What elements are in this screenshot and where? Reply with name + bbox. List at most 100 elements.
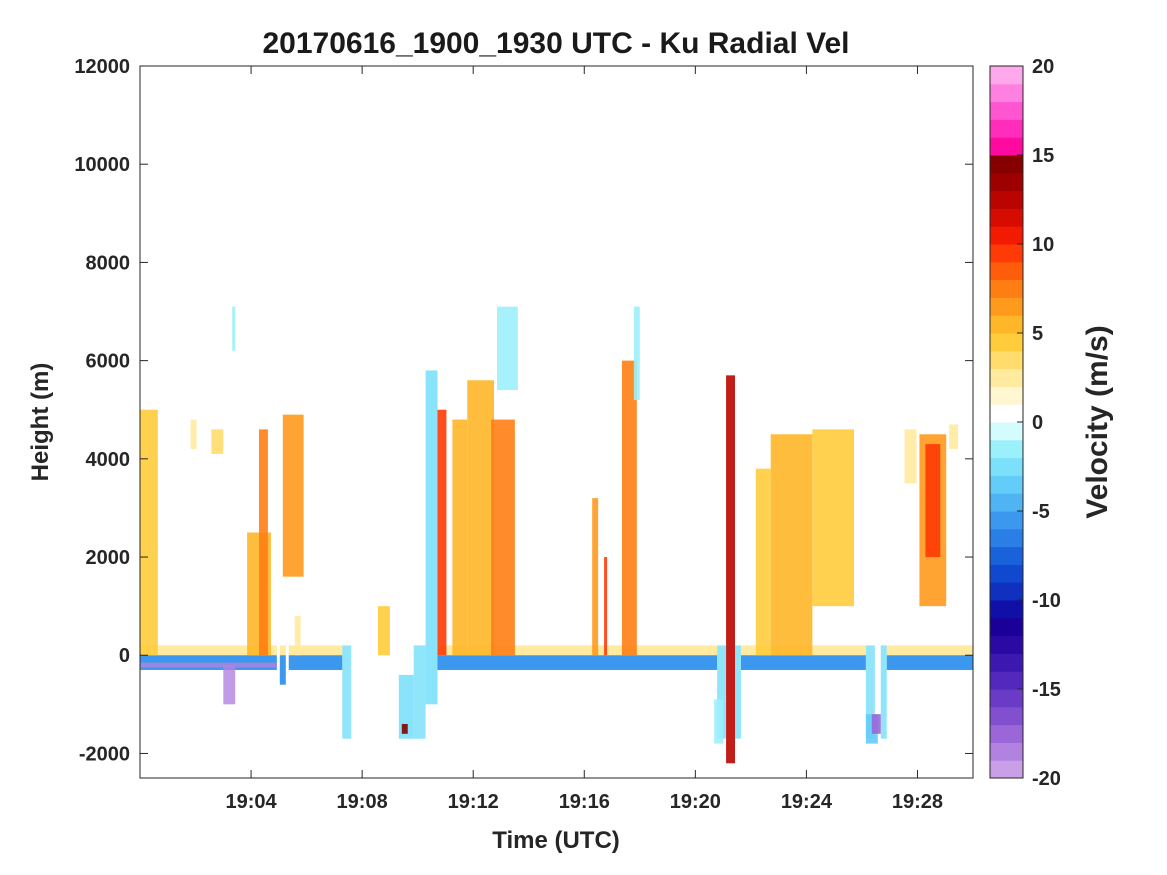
velocity-region xyxy=(140,409,158,656)
transition-segment xyxy=(342,645,352,739)
colorbar-segment xyxy=(990,582,1023,601)
colorbar-segment xyxy=(990,422,1023,441)
colorbar-segment xyxy=(990,208,1023,227)
negative-velocity-patch xyxy=(140,662,277,668)
velocity-region xyxy=(294,615,301,656)
surface-band xyxy=(288,655,343,670)
y-axis-label: Height (m) xyxy=(27,363,54,482)
surface-band-top xyxy=(886,645,973,656)
transition-segment xyxy=(880,645,887,739)
colorbar-tick-label: -15 xyxy=(1032,679,1061,701)
colorbar-segment xyxy=(990,671,1023,690)
velocity-region xyxy=(401,723,408,734)
colorbar-segment xyxy=(990,742,1023,761)
colorbar-segment xyxy=(990,617,1023,637)
colorbar-segment xyxy=(990,155,1023,174)
y-tick-label: 2000 xyxy=(86,547,131,569)
colorbar-segment xyxy=(990,315,1023,334)
colorbar-tick-label: 15 xyxy=(1032,145,1054,167)
colorbar-segment xyxy=(990,172,1023,192)
x-axis: 19:04 19:08 19:12 19:16 19:20 19:24 19:28 xyxy=(225,66,943,813)
x-tick-label: 19:08 xyxy=(337,791,388,813)
x-tick-label: 19:24 xyxy=(781,791,833,813)
surface-band-top xyxy=(288,645,343,656)
surface-band xyxy=(886,655,973,670)
x-tick-label: 19:04 xyxy=(225,791,277,813)
velocity-region xyxy=(633,306,640,400)
colorbar-segment xyxy=(990,564,1023,583)
colorbar-segment xyxy=(990,83,1023,103)
negative-velocity-patch xyxy=(223,665,236,705)
colorbar-segment xyxy=(990,635,1023,654)
velocity-region xyxy=(452,419,468,656)
colorbar-tick-label: -20 xyxy=(1032,768,1061,790)
y-tick-label: 4000 xyxy=(86,449,131,471)
velocity-region xyxy=(770,434,813,656)
colorbar-segment xyxy=(990,493,1023,512)
velocity-region xyxy=(925,444,941,558)
y-tick-label: 12000 xyxy=(74,56,130,78)
velocity-region xyxy=(592,498,599,656)
colorbar-segment xyxy=(990,760,1023,779)
transition-segment xyxy=(413,645,426,739)
colorbar-segment xyxy=(990,724,1023,743)
colorbar-segment xyxy=(990,546,1023,565)
plot-area xyxy=(139,65,974,779)
surface-band xyxy=(740,655,866,670)
y-tick-label: -2000 xyxy=(79,743,130,765)
colorbar-segment xyxy=(990,600,1023,619)
colorbar-tick-label: -5 xyxy=(1032,501,1050,523)
velocity-region xyxy=(259,429,268,656)
colorbar-segment xyxy=(990,333,1023,352)
y-tick-label: 8000 xyxy=(86,252,131,274)
x-tick-label: 19:12 xyxy=(448,791,499,813)
colorbar-segment xyxy=(990,261,1023,281)
colorbar-segment xyxy=(990,244,1023,263)
x-tick-label: 19:16 xyxy=(559,791,610,813)
colorbar-segment xyxy=(990,475,1023,494)
colorbar-segment xyxy=(990,350,1023,370)
colorbar-segment xyxy=(990,101,1023,120)
colorbar-segment xyxy=(990,439,1023,459)
colorbar: -20 -15 -10 -5 0 5 10 15 20 xyxy=(989,56,1061,790)
velocity-region xyxy=(378,606,390,656)
velocity-region xyxy=(211,429,224,454)
colorbar-segment xyxy=(990,226,1023,245)
colorbar-segment xyxy=(990,279,1023,298)
transition-segment xyxy=(717,645,727,739)
colorbar-tick-label: 10 xyxy=(1032,234,1054,256)
colorbar-segment xyxy=(990,368,1023,387)
colorbar-segment xyxy=(990,457,1023,476)
velocity-region xyxy=(425,370,438,705)
colorbar-segment xyxy=(990,653,1023,672)
surface-band-top xyxy=(437,645,718,656)
velocity-region xyxy=(604,557,608,656)
colorbar-tick-label: -10 xyxy=(1032,590,1061,612)
colorbar-segment xyxy=(990,119,1023,138)
y-tick-label: 0 xyxy=(119,645,130,667)
velocity-region xyxy=(871,714,881,734)
colorbar-segment xyxy=(990,511,1023,530)
colorbar-segment xyxy=(990,297,1023,316)
y-tick-label: 10000 xyxy=(74,154,130,176)
surface-band-top xyxy=(279,645,286,656)
chart-title: 20170616_1900_1930 UTC - Ku Radial Vel xyxy=(262,27,849,60)
surface-band xyxy=(437,655,718,670)
colorbar-segment xyxy=(990,706,1023,726)
x-tick-label: 19:20 xyxy=(670,791,721,813)
velocity-region xyxy=(904,429,917,484)
velocity-region xyxy=(755,468,771,656)
velocity-region xyxy=(714,699,724,744)
colorbar-segment xyxy=(990,386,1023,405)
colorbar-segment xyxy=(990,689,1023,708)
velocity-region xyxy=(282,414,304,577)
colorbar-tick-label: 5 xyxy=(1032,323,1043,345)
plot-background xyxy=(140,66,973,778)
plot-frame xyxy=(139,65,974,779)
colorbar-segment xyxy=(990,190,1023,209)
transition-segment xyxy=(865,645,875,739)
velocity-region xyxy=(621,360,637,656)
colorbar-segment xyxy=(990,404,1023,423)
velocity-region xyxy=(398,674,414,739)
